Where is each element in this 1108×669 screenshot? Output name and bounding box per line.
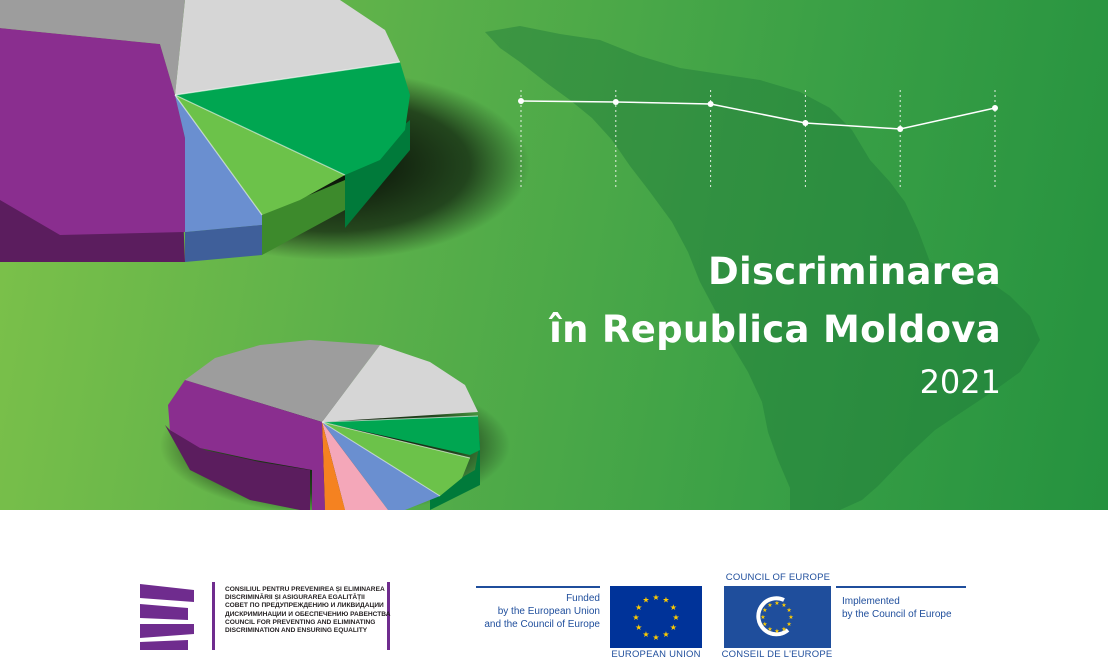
decor-point [992,105,998,111]
cover-hero: Discriminarea în Republica Moldova 2021 [0,0,1108,510]
funded-line2: by the European Union [497,606,600,617]
eu-label: EUROPEAN UNION [611,649,701,660]
flag-star-icon: ★ [788,614,793,621]
pie-bottom-side-purple [165,425,310,510]
flag-star-icon: ★ [767,626,772,633]
flag-star-icon: ★ [662,630,669,639]
flag-star-icon: ★ [786,621,791,628]
flag-star-icon: ★ [781,626,786,633]
implemented-line2: by the Council of Europe [842,609,952,620]
decor-point [612,99,619,105]
pie-bottom-slice-lightgreen [322,422,470,496]
council-name-ro-line1: CONSILIUL PENTRU PREVENIREA ȘI ELIMINARE… [225,586,385,593]
flag-star-icon: ★ [652,633,659,642]
council-name-en-line1: COUNCIL FOR PREVENTING AND ELIMINATING [225,618,376,626]
cover-title-block: Discriminarea în Republica Moldova 2021 [549,243,1001,403]
flag-star-icon: ★ [760,614,765,621]
decorative-line-chart [518,90,998,190]
decor-point [802,120,809,126]
flag-star-icon: ★ [642,630,649,639]
cover-title-line1: Discriminarea [707,250,1001,293]
implemented-rule [836,586,966,588]
pie-top-slice-green [175,62,410,175]
decor-point [897,126,904,132]
flag-star-icon: ★ [767,602,772,609]
pie-top-slice-lightgrey [175,0,400,95]
flag-star-icon: ★ [786,607,791,614]
flag-star-icon: ★ [652,593,659,602]
pie-top-slice-purple [0,28,185,235]
pie-top-side-blue [185,225,262,262]
funded-text: Funded by the European Union and the Cou… [470,592,600,631]
flag-star-icon: ★ [670,603,677,612]
flag-star-icon: ★ [635,603,642,612]
cover-year: 2021 [919,363,1001,401]
council-of-europe-logo-icon: ★ ★ ★ ★ ★ ★ ★ ★ ★ ★ ★ ★ [724,586,831,648]
flag-star-icon: ★ [635,623,642,632]
flag-star-icon: ★ [670,623,677,632]
cover-artwork [0,0,1040,510]
pie-bottom-slice-green [322,416,480,455]
pie-top-slice-lightgreen [175,95,345,215]
pie-top-side-green [345,120,410,228]
decor-series-line [520,100,996,130]
council-name-block: CONSILIUL PENTRU PREVENIREA ȘI ELIMINARE… [212,582,390,650]
pie-top-slice-grey [0,0,185,95]
decor-point [707,101,714,107]
pie-bottom-slice-lightgrey [322,345,478,422]
council-logo-icon [140,584,194,650]
pie-bottom-slice-blue [322,422,440,510]
pie-bottom-slice-pink [322,422,388,510]
flag-star-icon: ★ [774,600,779,607]
flag-star-icon: ★ [762,607,767,614]
decor-point [518,98,524,104]
funded-line1: Funded [566,593,600,604]
moldova-map-silhouette [485,26,1040,510]
implemented-text: Implemented by the Council of Europe [842,595,982,621]
cover-title-line2: în Republica Moldova [549,308,1001,351]
eu-flag-icon: ★ ★ ★ ★ ★ ★ ★ ★ ★ ★ ★ ★ [610,586,702,648]
pie-top-side-lightgreen [262,180,345,255]
coe-top-label: COUNCIL OF EUROPE [725,572,831,583]
flag-star-icon: ★ [781,602,786,609]
pie-bottom-slice-orange [322,422,345,510]
council-name-ru-line2: ДИСКРИМИНАЦИИ И ОБЕСПЕЧЕНИЮ РАВЕНСТВА [225,610,391,618]
flag-star-icon: ★ [632,613,639,622]
council-name-en-line2: DISCRIMINATION AND ENSURING EQUALITY [225,627,368,635]
council-name-ru-line1: СОВЕТ ПО ПРЕДУПРЕЖДЕНИЮ И ЛИКВИДАЦИИ [225,602,384,610]
flag-star-icon: ★ [672,613,679,622]
coe-bottom-label: CONSEIL DE L'EUROPE [721,649,833,660]
flag-star-icon: ★ [642,595,649,604]
funded-line3: and the Council of Europe [484,619,600,630]
pie-bottom-slice-grey [185,340,380,422]
flag-star-icon: ★ [662,595,669,604]
implemented-line1: Implemented [842,596,900,607]
flag-star-icon: ★ [762,621,767,628]
council-name-ro-line2: DISCRIMINĂRII ȘI ASIGURAREA EGALITĂȚII [225,594,365,602]
flag-star-icon: ★ [774,628,779,635]
pie-bottom-slice-purple [168,380,325,510]
funded-rule [476,586,600,588]
pie-top-slice-blue [175,95,262,232]
